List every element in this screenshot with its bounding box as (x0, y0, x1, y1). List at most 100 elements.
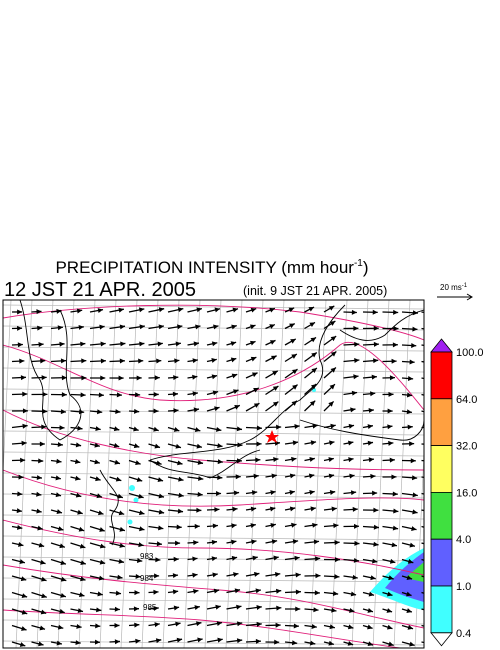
wind-vector-head (96, 493, 103, 499)
wind-vector-head (18, 541, 24, 547)
wind-vector-head (78, 324, 84, 330)
wind-vector-head (387, 424, 393, 430)
wind-vector-head (388, 575, 394, 581)
wind-vector-head (56, 509, 63, 515)
wind-vector-head (233, 572, 239, 578)
wind-vector-head (61, 375, 67, 381)
wind-vector-head (309, 640, 316, 646)
wind-vector-head (406, 608, 412, 613)
wind-vector-head (60, 592, 66, 598)
wind-vector-head (230, 357, 237, 363)
wind-vector-head (39, 441, 45, 447)
wind-vector-head (289, 473, 296, 479)
wind-vector-head (368, 407, 374, 413)
wind-vector-head (173, 375, 179, 381)
wind-vector-head (19, 642, 26, 647)
wind-vector-head (255, 638, 261, 644)
wind-vector-head (139, 510, 145, 516)
wind-vector-head (195, 324, 201, 330)
wind-vector-head (94, 442, 100, 448)
wind-vector-head (274, 572, 281, 577)
wind-vector-head (120, 341, 126, 347)
wind-vector-head (236, 604, 242, 610)
wind-vector-head (409, 441, 415, 447)
wind-vector-head (411, 475, 418, 481)
wind-vector-head (328, 640, 334, 646)
wind-vector-head (256, 425, 262, 431)
wind-vector-head (406, 392, 413, 398)
wind-vector-head (139, 526, 145, 532)
wind-vector-head (214, 307, 220, 313)
wind-vector-head (115, 476, 122, 482)
wind-vector-head (155, 557, 161, 563)
wind-vector-head (97, 308, 104, 314)
isobar-label: 985 (143, 603, 157, 612)
wind-vector-head (411, 526, 417, 532)
wind-vector-head (135, 638, 141, 644)
wind-vector-head (37, 525, 43, 531)
wind-vector-head (156, 358, 162, 364)
wind-vector-head (138, 493, 144, 499)
wind-vector-head (236, 458, 242, 464)
wind-vector-head (275, 622, 281, 628)
wind-vector-head (20, 457, 26, 463)
wind-vector-head (173, 605, 180, 611)
colorbar: 100.0 64.0 32.0 16.0 4.0 1.0 0.4 (430, 338, 484, 647)
wind-vector-head (386, 624, 393, 630)
wind-vector-head (55, 492, 62, 498)
wind-vector-head (406, 575, 413, 580)
wind-vector-head (290, 338, 296, 344)
wind-vector-head (157, 477, 164, 482)
wind-vector-head (194, 605, 200, 611)
wind-vector-head (391, 542, 397, 548)
wind-vector-head (254, 571, 260, 577)
wind-vector-head (133, 606, 139, 612)
isobar-label: 984 (140, 574, 154, 583)
wind-vector-head (118, 307, 124, 313)
wind-vector-head (347, 624, 354, 630)
wind-vector-head (217, 637, 223, 643)
wind-vector-head (310, 337, 317, 343)
map: 983 984 985 (3, 300, 424, 648)
wind-vector-head (217, 475, 223, 481)
wind-vector-head (412, 310, 418, 316)
wind-vector-head (373, 507, 379, 513)
wind-vector-head (173, 556, 179, 562)
wind-vector-head (36, 491, 42, 497)
colorbar-label: 0.4 (456, 628, 471, 640)
wind-vector-head (328, 457, 334, 462)
wind-vector-head (38, 341, 44, 347)
wind-vector-head (172, 573, 179, 579)
wind-vector-head (352, 506, 358, 512)
wind-vector-head (250, 340, 256, 346)
wind-vector-head (393, 326, 399, 332)
wind-vector-head (176, 637, 183, 643)
wind-vector-head (40, 609, 47, 615)
wind-vector-head (157, 341, 163, 347)
wind-vector-head (310, 506, 316, 512)
wind-vector-head (193, 407, 200, 413)
grid-line (3, 514, 424, 520)
wind-vector-head (21, 440, 27, 446)
wind-vector-head (252, 555, 258, 561)
wind-vector-head (60, 358, 67, 364)
wind-vector-head (407, 424, 413, 430)
wind-vector-head (389, 558, 396, 564)
wind-vector-head (80, 341, 86, 347)
wind-vector-head (354, 540, 360, 546)
wind-vector-head (22, 408, 28, 414)
wind-vector-head (119, 324, 126, 330)
wind-vector-head (59, 608, 65, 614)
wind-vector-head (75, 640, 81, 646)
wind-vector-head (59, 425, 65, 431)
wind-vector-head (234, 404, 240, 410)
grid-line (3, 472, 424, 478)
wind-vector-head (135, 460, 141, 466)
wind-vector-head (291, 456, 297, 462)
grid-line (3, 430, 424, 436)
wind-vector-head (292, 384, 298, 390)
wind-vector-head (367, 440, 374, 446)
wind-vector-head (272, 370, 278, 376)
wind-vector-head (192, 358, 198, 364)
wind-vector-head (334, 540, 340, 546)
